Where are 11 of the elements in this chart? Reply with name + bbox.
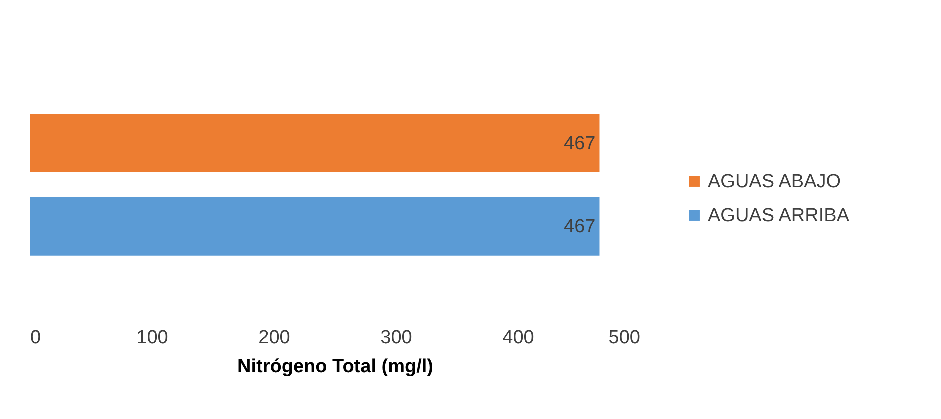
- data-label: 467: [564, 216, 596, 238]
- x-tick-label: 300: [380, 328, 412, 348]
- x-tick-label: 500: [608, 328, 640, 348]
- data-label: 467: [564, 133, 596, 154]
- legend-label: AGUAS ARRIBA: [708, 206, 850, 226]
- legend-label: AGUAS ABAJO: [708, 172, 842, 192]
- x-tick-label: 0: [30, 328, 42, 348]
- x-tick-label: 200: [258, 328, 290, 348]
- x-tick-label: 100: [136, 328, 168, 348]
- x-axis-title: Nitrógeno Total (mg/l): [238, 356, 434, 378]
- x-tick-label: 400: [502, 328, 534, 348]
